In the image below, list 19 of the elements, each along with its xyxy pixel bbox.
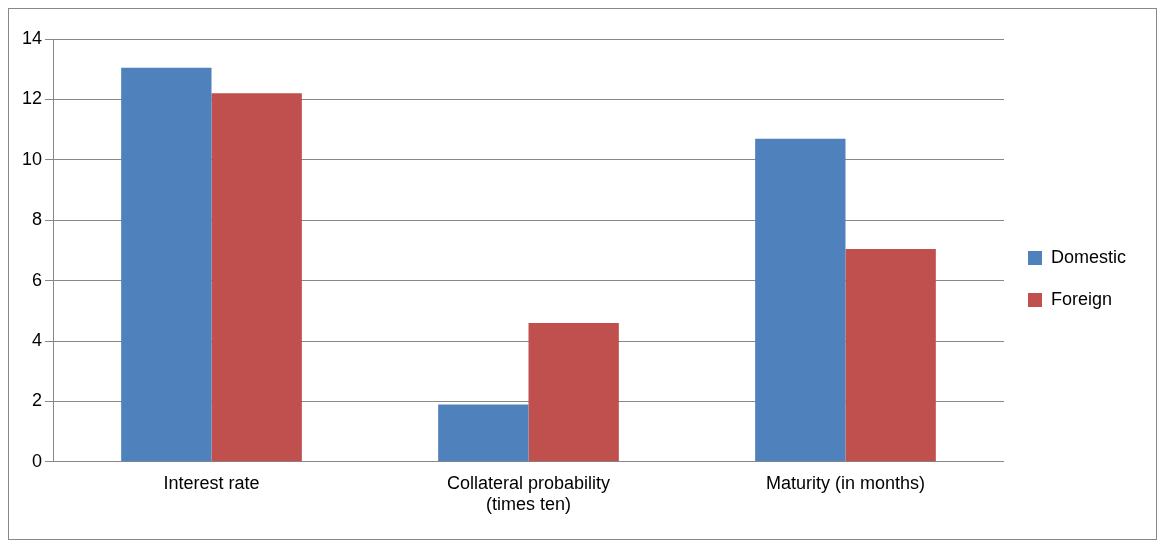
x-tick-label: Interest rate xyxy=(163,472,260,493)
bar xyxy=(211,93,302,462)
y-tick-label: 12 xyxy=(21,88,43,109)
y-tick-label: 14 xyxy=(21,27,43,48)
bar xyxy=(528,322,619,462)
bar xyxy=(845,248,936,462)
legend-label: Foreign xyxy=(1050,288,1113,309)
y-tick-label: 10 xyxy=(21,148,43,169)
bar xyxy=(121,67,212,462)
legend-label: Domestic xyxy=(1050,246,1126,267)
y-tick-label: 8 xyxy=(32,209,43,230)
bar xyxy=(438,404,529,462)
y-tick-label: 0 xyxy=(32,450,43,471)
y-tick-label: 4 xyxy=(32,329,43,350)
y-tick-label: 6 xyxy=(32,269,43,290)
y-tick-label: 2 xyxy=(32,390,43,411)
bar xyxy=(755,138,846,462)
x-tick-label: Maturity (in months) xyxy=(765,472,926,493)
x-tick-label: Collateral probability (times ten) xyxy=(446,472,611,515)
